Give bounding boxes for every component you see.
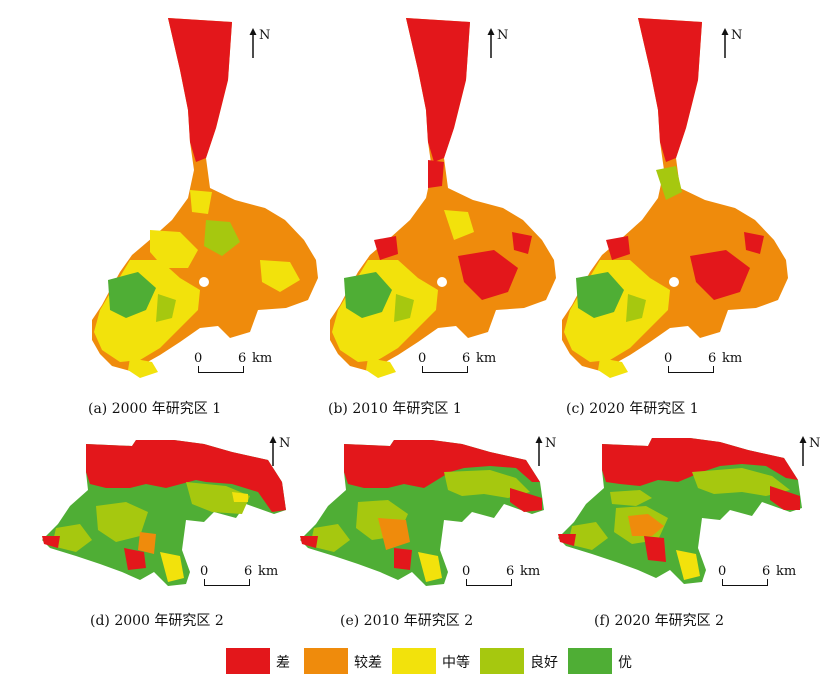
- scale-zero-label: 0: [418, 351, 427, 366]
- scale-unit-label: km: [252, 351, 273, 366]
- north-label: N: [809, 436, 821, 451]
- legend-swatch-poor: [226, 648, 270, 674]
- map-panel-e: N 0 6 km: [294, 432, 564, 592]
- scale-line: [722, 579, 768, 586]
- scale-bar: 0 6 km: [664, 351, 754, 377]
- north-label: N: [259, 28, 271, 43]
- north-indicator: N: [534, 436, 560, 470]
- caption-a: (a) 2000 年研究区 1: [88, 401, 222, 417]
- legend-swatch-fair: [304, 648, 348, 674]
- north-label: N: [497, 28, 509, 43]
- scale-unit-label: km: [776, 564, 797, 579]
- north-label: N: [545, 436, 557, 451]
- scale-line: [422, 366, 468, 373]
- region2-map-2020: [558, 438, 802, 584]
- scale-bar: 0 6 km: [200, 564, 290, 590]
- scale-six-label: 6: [708, 351, 717, 366]
- legend-label-fair: 较差: [354, 655, 382, 671]
- north-indicator: N: [248, 28, 274, 62]
- caption-d: (d) 2000 年研究区 2: [90, 613, 224, 629]
- region1-map-2000: [92, 18, 318, 378]
- scale-bar: 0 6 km: [462, 564, 552, 590]
- legend-label-excellent: 优: [618, 655, 632, 671]
- scale-zero-label: 0: [194, 351, 203, 366]
- legend-label-poor: 差: [276, 655, 290, 671]
- scale-six-label: 6: [762, 564, 771, 579]
- north-arrow-icon: [269, 436, 277, 466]
- scale-bar: 0 6 km: [194, 351, 284, 377]
- map-panel-c: N 0 6 km: [552, 10, 792, 380]
- scale-bar: 0 6 km: [718, 564, 808, 590]
- scale-six-label: 6: [238, 351, 247, 366]
- scale-six-label: 6: [244, 564, 253, 579]
- scale-unit-label: km: [476, 351, 497, 366]
- caption-b: (b) 2010 年研究区 1: [328, 401, 462, 417]
- north-arrow-icon: [487, 28, 495, 58]
- north-arrow-icon: [721, 28, 729, 58]
- scale-line: [466, 579, 512, 586]
- north-label: N: [731, 28, 743, 43]
- caption-f: (f) 2020 年研究区 2: [594, 613, 724, 629]
- scale-unit-label: km: [520, 564, 541, 579]
- scale-zero-label: 0: [462, 564, 471, 579]
- north-indicator: N: [720, 28, 746, 62]
- caption-e: (e) 2010 年研究区 2: [340, 613, 474, 629]
- region1-map-2010: [330, 18, 556, 378]
- north-arrow-icon: [535, 436, 543, 466]
- map-panel-a: N 0 6 km: [80, 10, 318, 380]
- map-panel-f: N 0 6 km: [552, 432, 822, 592]
- region1-map-2020: [562, 18, 788, 378]
- legend: 差 较差 中等 良好 优: [226, 646, 646, 678]
- legend-label-medium: 中等: [442, 655, 470, 671]
- north-indicator: N: [268, 436, 294, 470]
- scale-unit-label: km: [722, 351, 743, 366]
- scale-six-label: 6: [506, 564, 515, 579]
- legend-label-good: 良好: [530, 655, 558, 671]
- scale-zero-label: 0: [664, 351, 673, 366]
- north-indicator: N: [798, 436, 824, 470]
- map-panel-d: N 0 6 km: [36, 432, 306, 592]
- scale-zero-label: 0: [200, 564, 209, 579]
- scale-six-label: 6: [462, 351, 471, 366]
- legend-swatch-excellent: [568, 648, 612, 674]
- north-label: N: [279, 436, 291, 451]
- north-indicator: N: [486, 28, 512, 62]
- scale-bar: 0 6 km: [418, 351, 508, 377]
- north-arrow-icon: [249, 28, 257, 58]
- region2-map-2000: [42, 440, 286, 586]
- scale-unit-label: km: [258, 564, 279, 579]
- legend-swatch-good: [480, 648, 524, 674]
- caption-c: (c) 2020 年研究区 1: [566, 401, 699, 417]
- map-panel-b: N 0 6 km: [318, 10, 556, 380]
- north-arrow-icon: [799, 436, 807, 466]
- region2-map-2010: [300, 440, 544, 586]
- scale-line: [204, 579, 250, 586]
- scale-zero-label: 0: [718, 564, 727, 579]
- scale-line: [668, 366, 714, 373]
- legend-swatch-medium: [392, 648, 436, 674]
- scale-line: [198, 366, 244, 373]
